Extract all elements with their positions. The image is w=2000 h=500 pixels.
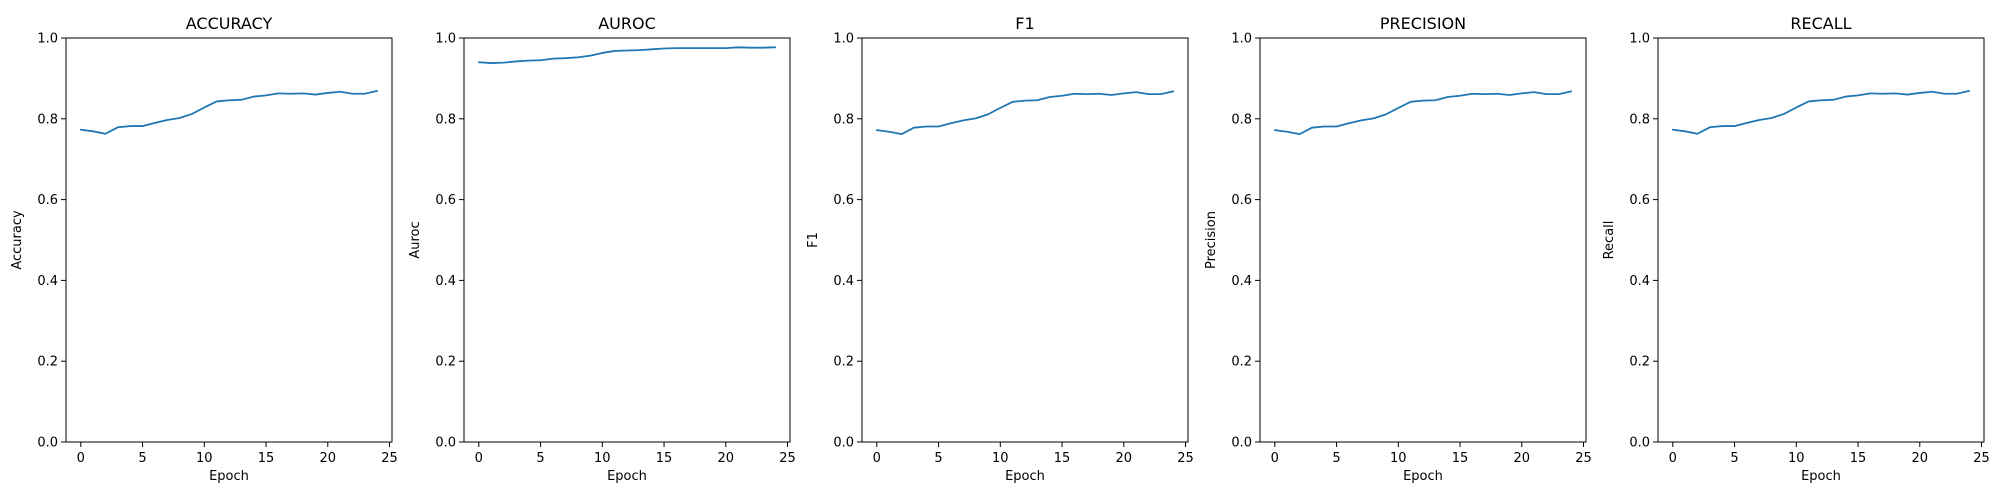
auroc-ytick-label: 1.0 [435,32,456,47]
precision-series-line [1273,90,1573,136]
auroc-xtick-label: 10 [594,451,611,466]
accuracy-xtick-label: 10 [196,451,213,466]
precision-xtick-label: 5 [1332,451,1340,466]
auroc-xtick-label: 5 [536,451,544,466]
recall-panel: RECALL 0.0 0.2 0.4 0.6 0.8 1.0 0 5 10 15 20 25 Epoch R… [1602,14,1990,484]
f1-ytick-label: 0.6 [833,193,854,208]
recall-title: RECALL [1790,14,1851,33]
accuracy-xtick-label: 0 [77,451,85,466]
precision-ytick-label: 0.6 [1231,193,1252,208]
recall-ytick-label: 0.4 [1629,274,1650,289]
f1-ytick-label: 0.8 [833,112,854,127]
f1-axes-frame [861,37,1189,443]
f1-xtick-label: 25 [1177,451,1194,466]
accuracy-ytick-label: 1.0 [37,32,58,47]
recall-axes-frame [1657,37,1985,443]
precision-ytick-label: 0.8 [1231,112,1252,127]
auroc-axes-frame [463,37,791,443]
precision-xtick-label: 20 [1514,451,1531,466]
auroc-xtick-label: 20 [718,451,735,466]
recall-xtick-label: 5 [1730,451,1738,466]
accuracy-ytick-label: 0.4 [37,274,58,289]
auroc-ytick-label: 0.2 [435,355,456,370]
auroc-xtick-label: 0 [475,451,483,466]
recall-xtick-label: 25 [1973,451,1990,466]
f1-xtick-label: 20 [1116,451,1133,466]
precision-ytick-label: 1.0 [1231,32,1252,47]
f1-panel: F1 0.0 0.2 0.4 0.6 0.8 1.0 0 5 10 15 20 25 Epoch F1 [806,14,1194,484]
auroc-xtick-label: 15 [656,451,673,466]
precision-xtick-label: 0 [1271,451,1279,466]
recall-ytick-label: 0.2 [1629,355,1650,370]
f1-title: F1 [1015,14,1034,33]
accuracy-xlabel: Epoch [209,469,249,484]
recall-ytick-label: 0.0 [1629,436,1650,451]
auroc-ytick-label: 0.4 [435,274,456,289]
accuracy-ytick-label: 0.2 [37,355,58,370]
precision-axes-frame [1259,37,1587,443]
f1-ytick-label: 1.0 [833,32,854,47]
recall-ytick-label: 0.6 [1629,193,1650,208]
recall-ylabel: Recall [1602,221,1617,260]
precision-ytick-label: 0.4 [1231,274,1252,289]
f1-ytick-label: 0.2 [833,355,854,370]
f1-xtick-label: 0 [873,451,881,466]
precision-xlabel: Epoch [1403,469,1443,484]
auroc-series-line [477,46,777,64]
recall-xtick-label: 0 [1669,451,1677,466]
precision-panel: PRECISION 0.0 0.2 0.4 0.6 0.8 1.0 0 5 10 15 20 25 Epo… [1204,14,1592,484]
precision-ytick-label: 0.0 [1231,436,1252,451]
f1-series-line [875,90,1175,136]
recall-xtick-label: 10 [1788,451,1805,466]
accuracy-ytick-label: 0.6 [37,193,58,208]
accuracy-ytick-label: 0.8 [37,112,58,127]
accuracy-axes-frame [65,37,393,443]
recall-ytick-label: 1.0 [1629,32,1650,47]
auroc-xlabel: Epoch [607,469,647,484]
auroc-title: AUROC [598,14,656,33]
f1-xlabel: Epoch [1005,469,1045,484]
recall-ytick-label: 0.8 [1629,112,1650,127]
auroc-ytick-label: 0.6 [435,193,456,208]
accuracy-title: ACCURACY [186,14,273,33]
accuracy-xtick-label: 15 [258,451,275,466]
auroc-xtick-label: 25 [779,451,796,466]
f1-xtick-label: 15 [1054,451,1071,466]
f1-xtick-label: 5 [934,451,942,466]
auroc-ytick-label: 0.0 [435,436,456,451]
f1-ytick-label: 0.0 [833,436,854,451]
recall-series-line [1671,90,1971,135]
accuracy-ytick-label: 0.0 [37,436,58,451]
f1-ylabel: F1 [806,232,821,248]
f1-ytick-label: 0.4 [833,274,854,289]
f1-xtick-label: 10 [992,451,1009,466]
accuracy-panel: ACCURACY 0.0 0.2 0.4 0.6 0.8 1.0 0 5 10 15 20 25 Epoc… [10,14,398,484]
precision-xtick-label: 10 [1390,451,1407,466]
accuracy-xtick-label: 25 [381,451,398,466]
auroc-ytick-label: 0.8 [435,112,456,127]
precision-ytick-label: 0.2 [1231,355,1252,370]
accuracy-xtick-label: 20 [320,451,337,466]
auroc-ylabel: Auroc [408,221,423,258]
accuracy-series-line [79,90,379,135]
recall-xlabel: Epoch [1801,469,1841,484]
auroc-panel: AUROC 0.0 0.2 0.4 0.6 0.8 1.0 0 5 10 15 20 25 Epoch Au… [408,14,796,484]
recall-xtick-label: 20 [1912,451,1929,466]
precision-xtick-label: 15 [1452,451,1469,466]
recall-xtick-label: 15 [1850,451,1867,466]
accuracy-xtick-label: 5 [138,451,146,466]
precision-xtick-label: 25 [1575,451,1592,466]
accuracy-ylabel: Accuracy [10,210,25,270]
precision-ylabel: Precision [1204,211,1219,269]
precision-title: PRECISION [1380,14,1466,33]
